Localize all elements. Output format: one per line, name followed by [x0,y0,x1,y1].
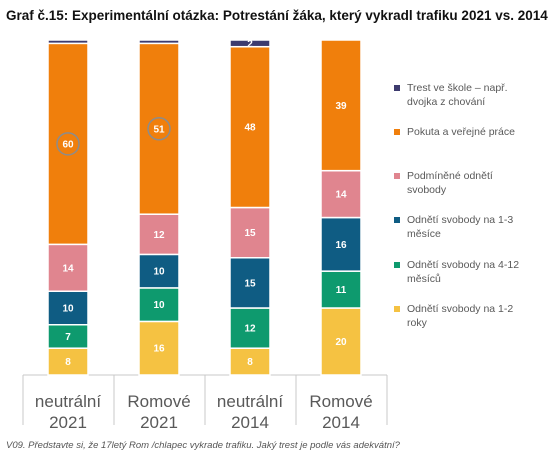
category-label: neutrální [217,392,283,411]
legend-label: Trest ve škole – např. [407,82,508,94]
data-label: 39 [335,101,347,112]
bar-segment [47,290,89,326]
bar-segment [138,213,180,256]
bar-segment [138,320,180,376]
data-label: 8 [65,357,71,368]
legend-label-line2: svobody [407,183,447,196]
category-label: Romové [309,392,372,411]
highlight-circle [56,132,80,156]
bar-segment [229,39,271,48]
data-label: 8 [247,357,253,368]
bar-segment [229,307,271,349]
data-label: 7 [65,332,71,343]
legend-swatch [394,85,400,91]
data-label: 15 [244,228,256,239]
category-label-line2: 2014 [322,413,360,432]
bar-segment [229,257,271,309]
data-label: 20 [335,337,347,348]
bar-segment [138,39,180,45]
data-label: 16 [335,240,347,251]
legend-label-line2: dvojka z chování [407,95,486,108]
legend-label-line2: měsíce [407,227,441,240]
legend-label: Podmíněné odnětí [407,170,493,182]
legend-swatch [394,262,400,268]
data-label: 15 [244,278,256,289]
data-label: 10 [153,300,165,311]
legend-label: Odnětí svobody na 1-3 [407,214,514,226]
data-label: 14 [335,190,347,201]
category-label-line2: 2014 [231,413,269,432]
data-label: 2 [247,39,253,50]
legend-label: Pokuta a veřejné práce [407,126,515,138]
category-label: Romové [127,392,190,411]
data-label: 16 [153,344,165,355]
data-label: 10 [153,267,165,278]
data-label: 11 [336,285,347,296]
category-label-line2: 2021 [49,413,87,432]
legend-swatch [394,173,400,179]
data-label: 12 [153,230,165,241]
legend-label-line2: měsíců [407,272,441,285]
highlight-circle [147,117,171,141]
legend-label-line2: roky [407,316,427,329]
chart-title: Graf č.15: Experimentální otázka: Potres… [6,8,548,23]
bar-segment [320,216,362,272]
chart-footnote: V09. Představte si, že 17letý Rom /chlap… [6,440,400,451]
bar-segment [138,253,180,289]
legend-swatch [394,306,400,312]
bar-segment [138,42,180,215]
data-label: 14 [62,263,74,274]
bar-segment [320,39,362,172]
data-label: 51 [153,124,165,135]
bar-segment [229,45,271,209]
bar-segment [47,347,89,376]
bar-segment [229,347,271,376]
bar-segment [47,39,89,45]
legend-swatch [394,129,400,135]
category-label-line2: 2021 [140,413,178,432]
legend-label: Odnětí svobody na 4-12 [407,259,520,271]
data-label: 10 [62,304,74,315]
data-label: 60 [62,139,74,150]
legend-label: Odnětí svobody na 1-2 [407,303,514,315]
legend-swatch [394,217,400,223]
category-label: neutrální [35,392,101,411]
data-label: 12 [244,324,256,335]
data-label: 48 [244,123,256,134]
